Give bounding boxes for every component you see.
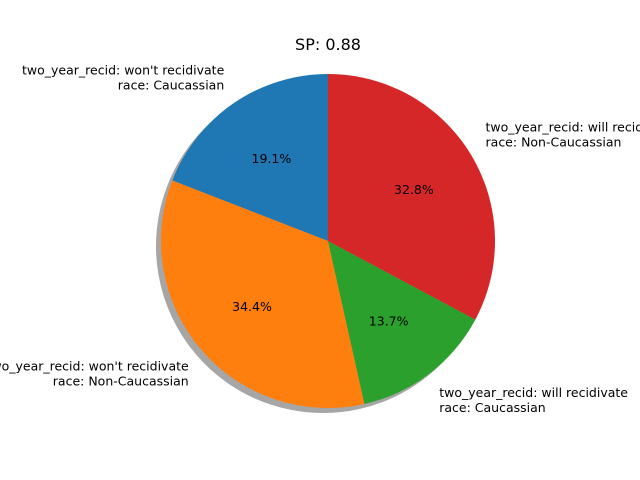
- slice-category-label: two_year_recid: won't recidivate race: Ca…: [22, 62, 225, 92]
- slice-label-line: race: Caucassian: [439, 400, 545, 415]
- slice-label-line: two_year_recid: will recidivate: [486, 120, 640, 135]
- slice-label-line: two_year_recid: won't recidivate: [22, 62, 225, 77]
- percent-labels: 19.1% 34.4% 13.7% 32.8%: [232, 151, 434, 328]
- pie-slice: [328, 241, 476, 404]
- slice-percent-label: 34.4%: [232, 299, 272, 314]
- pie-slices: [160, 74, 495, 409]
- slice-label-line: race: Caucassian: [118, 77, 224, 92]
- slice-labels: two_year_recid: won't recidivate race: Ca…: [0, 62, 640, 415]
- slice-category-label: two_year_recid: won't recidivate race: No…: [0, 359, 189, 389]
- slice-percent-label: 32.8%: [394, 182, 434, 197]
- pie-slice: [328, 74, 495, 320]
- slice-percent-label: 19.1%: [252, 151, 292, 166]
- pie-slice: [172, 74, 328, 241]
- pie-slice: [160, 180, 365, 409]
- slice-label-line: race: Non-Caucassian: [53, 374, 189, 389]
- slice-label-line: race: Non-Caucassian: [486, 135, 622, 150]
- slice-category-label: two_year_recid: will recidivate race: Cau…: [439, 385, 628, 415]
- slice-label-line: two_year_recid: will recidivate: [439, 385, 628, 400]
- slice-label-line: two_year_recid: won't recidivate: [0, 359, 189, 374]
- chart-title: SP: 0.88: [295, 35, 361, 54]
- slice-percent-label: 13.7%: [369, 313, 409, 328]
